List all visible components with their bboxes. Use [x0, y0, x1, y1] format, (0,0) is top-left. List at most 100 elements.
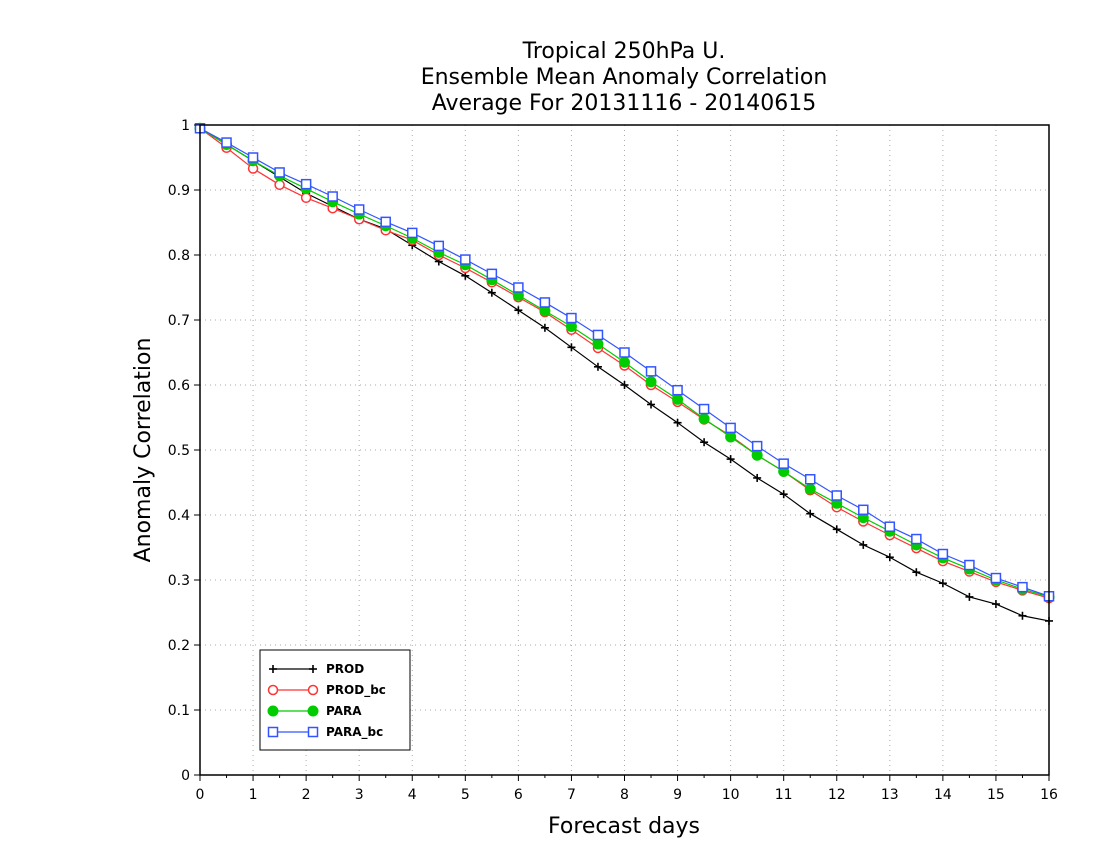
data-point-para-bc: [566, 312, 577, 324]
legend-marker: [307, 705, 319, 717]
data-point-para-bc: [300, 178, 312, 190]
legend-marker: [267, 684, 279, 696]
y-tick-label: 0.4: [168, 508, 190, 524]
legend-label: PARA_bc: [326, 725, 383, 740]
y-tick-label: 0.6: [168, 378, 190, 394]
data-point-para-bc: [804, 474, 816, 485]
data-point-prod: [593, 362, 602, 371]
data-point-prod: [726, 455, 735, 464]
data-point-para-bc: [831, 490, 842, 501]
data-point-prod: [991, 600, 1000, 609]
data-point-para-bc: [274, 167, 285, 178]
legend-marker: [267, 726, 279, 738]
x-tick-label: 13: [881, 787, 899, 803]
data-point-para-bc: [1017, 581, 1028, 593]
data-point-para-bc: [725, 422, 736, 434]
x-tick-label: 0: [196, 787, 205, 803]
x-tick-label: 4: [408, 787, 417, 803]
data-point-prod: [514, 306, 523, 315]
legend-item-para: PARA: [267, 704, 362, 718]
x-tick-label: 14: [934, 787, 952, 803]
data-point-para-bc: [937, 548, 949, 560]
data-point-para-bc: [698, 403, 710, 415]
data-point-prod: [487, 288, 496, 297]
y-tick-label: 1: [181, 118, 190, 134]
x-tick-label: 7: [567, 787, 576, 803]
data-point-para-bc: [619, 347, 630, 358]
data-point-para-bc: [592, 329, 604, 341]
data-point-para-bc: [645, 366, 657, 377]
legend-item-prod-bc: PROD_bc: [267, 683, 386, 698]
title-line-3: Average For 20131116 - 20140615: [432, 91, 817, 116]
data-point-prod: [540, 323, 549, 332]
data-point-para: [698, 413, 710, 425]
data-point-para-bc: [460, 254, 471, 265]
x-tick-label: 3: [355, 787, 364, 803]
axis-ticks: 0 1 2 3 4 5 6 7 8 9 10 11 12 13 14 15 1600.10.20.30.40.5…: [168, 118, 1058, 803]
legend: PROD PROD_bc PARA PARA_bc: [259, 649, 411, 751]
data-point-para-bc: [513, 282, 524, 293]
legend-marker: [307, 684, 319, 696]
data-point-prod: [859, 540, 868, 549]
x-tick-label: 15: [987, 787, 1005, 803]
data-point-para-bc: [433, 240, 445, 252]
data-point-prod: [885, 553, 894, 562]
data-point-prod: [912, 568, 921, 577]
data-point-para-bc: [486, 268, 498, 280]
x-tick-label: 2: [302, 787, 311, 803]
data-point-para-bc: [911, 533, 922, 545]
y-tick-label: 0.5: [168, 443, 190, 459]
data-point-prod: [620, 381, 629, 389]
legend-marker: [307, 726, 319, 738]
data-point-para: [751, 449, 763, 461]
y-tick-label: 0.7: [168, 313, 190, 329]
data-point-para: [645, 376, 657, 388]
data-point-para-bc: [778, 458, 789, 469]
data-point-para: [725, 431, 737, 443]
data-point-prod: [700, 438, 709, 447]
data-point-prod: [567, 343, 576, 352]
data-point-prod-bc: [300, 192, 312, 204]
data-point-para: [619, 356, 630, 368]
y-tick-label: 0.2: [168, 638, 190, 654]
data-point-prod: [832, 525, 841, 534]
data-point-para-bc: [884, 521, 896, 532]
data-point-para-bc: [964, 559, 975, 571]
y-tick-label: 0: [181, 768, 190, 784]
legend-marker: [267, 705, 279, 717]
data-point-para: [804, 483, 816, 495]
x-tick-label: 5: [461, 787, 470, 803]
y-axis-label: Anomaly Correlation: [131, 338, 156, 563]
data-point-para-bc: [221, 137, 232, 148]
data-point-para-bc: [380, 216, 391, 228]
title-line-2: Ensemble Mean Anomaly Correlation: [421, 65, 828, 90]
legend-item-prod: PROD: [269, 662, 364, 676]
x-tick-label: 6: [514, 787, 523, 803]
x-tick-label: 8: [620, 787, 629, 803]
y-tick-label: 0.8: [168, 248, 190, 264]
legend-label: PROD: [326, 662, 364, 676]
y-tick-label: 0.3: [168, 573, 190, 589]
data-point-prod: [938, 579, 947, 588]
x-tick-label: 1: [249, 787, 258, 803]
data-point-prod: [753, 473, 762, 482]
title-line-1: Tropical 250hPa U.: [522, 39, 726, 64]
grid: [200, 125, 1049, 775]
data-point-para: [672, 393, 684, 405]
data-point-para-bc: [858, 504, 869, 516]
data-point-para-bc: [990, 572, 1002, 584]
data-point-para-bc: [751, 440, 763, 452]
legend-label: PROD_bc: [326, 683, 386, 698]
legend-marker: [309, 665, 317, 673]
x-axis-label: Forecast days: [548, 814, 700, 839]
series-lines: [194, 122, 1055, 625]
legend-label: PARA: [326, 704, 362, 718]
data-point-para-bc: [247, 152, 259, 163]
data-point-prod-bc: [274, 179, 285, 191]
x-tick-label: 12: [828, 787, 846, 803]
data-point-prod: [1018, 611, 1027, 620]
data-point-prod: [647, 400, 656, 409]
series-prod: [196, 124, 1053, 625]
x-tick-label: 9: [673, 787, 682, 803]
